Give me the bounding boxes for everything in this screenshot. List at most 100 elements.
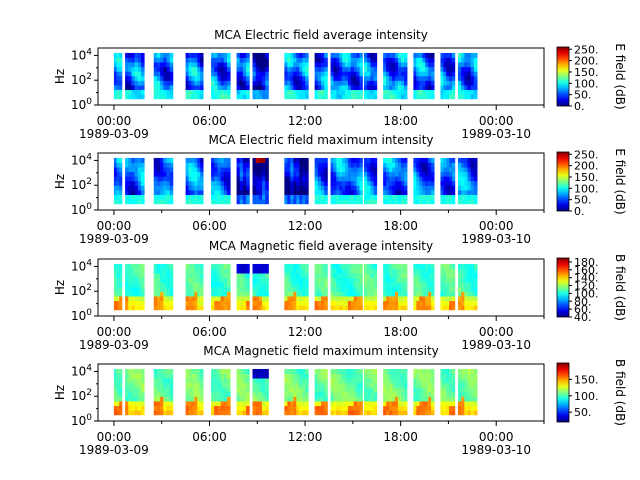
heatmap-cell <box>302 410 306 416</box>
heatmap-cell <box>137 286 142 292</box>
heatmap-cell <box>290 405 294 411</box>
heatmap-cell <box>252 71 257 77</box>
heatmap-cell <box>239 185 244 191</box>
heatmap-cell <box>345 167 349 173</box>
heatmap-cell <box>137 80 142 86</box>
heatmap-cell <box>353 382 358 388</box>
heatmap-cell <box>451 66 456 72</box>
heatmap-cell <box>220 190 225 196</box>
heatmap-cell <box>299 52 303 58</box>
heatmap-cell <box>119 378 123 384</box>
heatmap-cell <box>428 391 432 397</box>
heatmap-cell <box>383 387 387 393</box>
heatmap-cell <box>350 382 355 388</box>
heatmap-cell <box>333 62 337 68</box>
heatmap-cell <box>185 291 189 297</box>
heatmap-cell <box>236 52 241 58</box>
heatmap-cell <box>284 52 288 58</box>
heatmap-cell <box>347 57 352 63</box>
heatmap-cell <box>223 378 228 384</box>
heatmap-cell <box>296 94 300 100</box>
heatmap-cell <box>404 405 408 411</box>
heatmap-cell <box>350 273 355 279</box>
heatmap-cell <box>258 296 263 302</box>
heatmap-cell <box>425 89 429 95</box>
heatmap-cell <box>236 373 241 379</box>
heatmap-cell <box>200 387 204 393</box>
heatmap-cell <box>262 89 266 95</box>
heatmap-cell <box>353 176 358 182</box>
heatmap-cell <box>227 75 231 81</box>
heatmap-cell <box>302 94 306 100</box>
heatmap-cell <box>373 282 378 288</box>
heatmap-cell <box>467 162 472 168</box>
heatmap-cell <box>302 396 306 402</box>
heatmap-cell <box>223 71 228 77</box>
heatmap-cell <box>404 167 408 173</box>
heatmap-cell <box>299 291 303 297</box>
heatmap-cell <box>356 391 360 397</box>
heatmap-cell <box>425 401 429 407</box>
heatmap-cell <box>258 401 263 407</box>
heatmap-cell <box>141 52 145 58</box>
heatmap-cell <box>449 185 453 191</box>
heatmap-cell <box>470 373 475 379</box>
heatmap-cell <box>258 75 263 81</box>
heatmap-cell <box>188 382 192 388</box>
heatmap-cell <box>200 382 204 388</box>
heatmap-cell <box>258 391 263 397</box>
heatmap-cell <box>166 52 171 58</box>
heatmap-cell <box>425 199 429 205</box>
heatmap-cell <box>373 180 378 186</box>
heatmap-cell <box>153 405 158 411</box>
colorbar-label: E field (dB) <box>613 43 627 109</box>
heatmap-cell <box>220 62 225 68</box>
heatmap-cell <box>113 75 117 81</box>
heatmap-cell <box>413 94 417 100</box>
heatmap-cell <box>404 85 408 91</box>
heatmap-cell <box>431 167 435 173</box>
heatmap-cell <box>169 167 174 173</box>
heatmap-cell <box>214 89 218 95</box>
heatmap-cell <box>137 62 142 68</box>
heatmap-cell <box>166 190 171 196</box>
heatmap-cell <box>457 273 462 279</box>
heatmap-cell <box>353 66 358 72</box>
heatmap-cell <box>113 89 117 95</box>
heatmap-cell <box>125 300 129 306</box>
heatmap-cell <box>252 401 257 407</box>
heatmap-cell <box>211 382 215 388</box>
heatmap-cell <box>131 199 136 205</box>
heatmap-cell <box>350 300 355 306</box>
heatmap-cell <box>134 373 139 379</box>
heatmap-cell <box>141 162 145 168</box>
heatmap-cell <box>314 52 319 58</box>
heatmap-cell <box>163 405 167 411</box>
heatmap-cell <box>413 52 417 58</box>
heatmap-cell <box>413 162 417 168</box>
heatmap-cell <box>188 80 192 86</box>
heatmap-cell <box>156 378 161 384</box>
heatmap-cell <box>128 382 132 388</box>
heatmap-cell <box>443 268 447 274</box>
heatmap-cell <box>359 296 363 302</box>
heatmap-cell <box>296 396 300 402</box>
heatmap-cell <box>336 71 340 77</box>
heatmap-cell <box>345 171 349 177</box>
heatmap-cell <box>153 75 158 81</box>
heatmap-cell <box>330 277 334 283</box>
heatmap-cell <box>370 286 374 292</box>
heatmap-cell <box>473 180 478 186</box>
heatmap-cell <box>163 57 167 63</box>
heatmap-cell <box>470 75 475 81</box>
heatmap-cell <box>265 167 269 173</box>
heatmap-cell <box>305 300 309 306</box>
heatmap-cell <box>131 52 136 58</box>
heatmap-cell <box>128 171 132 177</box>
heatmap-cell <box>339 162 343 168</box>
heatmap-cell <box>395 305 399 311</box>
heatmap-cell <box>217 89 222 95</box>
heatmap-cell <box>336 277 340 283</box>
heatmap-cell <box>217 296 222 302</box>
heatmap-cell <box>169 80 174 86</box>
